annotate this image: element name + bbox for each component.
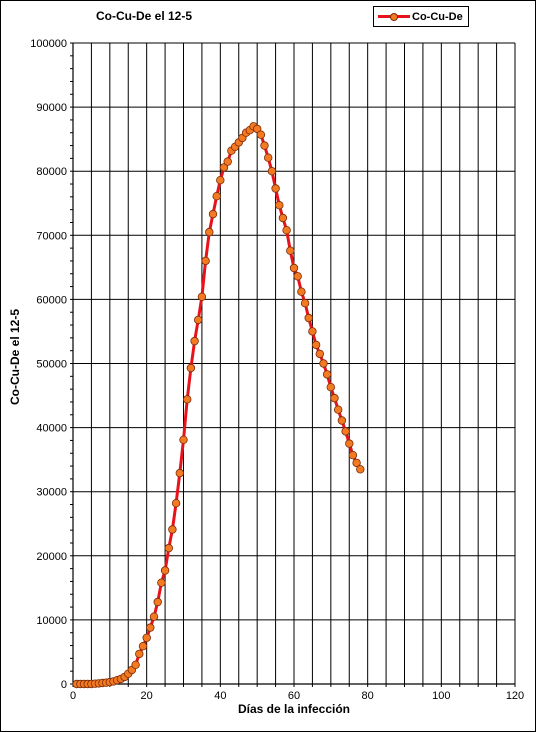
data-point (315, 349, 324, 359)
data-point (271, 184, 280, 193)
data-point (278, 213, 288, 223)
data-point (142, 633, 151, 642)
legend-label-co-cu-de: Co-Cu-De (412, 10, 463, 23)
x-tick-label: 0 (70, 690, 76, 702)
data-point (348, 451, 358, 460)
data-point (341, 427, 350, 436)
axis-ticks: 0 10000 20000 30000 40000 50000 60000 70000 8000… (30, 38, 524, 702)
series-line (76, 124, 362, 686)
data-point (197, 292, 207, 301)
data-point (138, 642, 148, 651)
data-point (267, 166, 277, 176)
data-point (253, 124, 262, 134)
data-point (219, 163, 229, 172)
data-point (256, 130, 266, 139)
data-point (356, 465, 365, 474)
data-point (216, 175, 225, 185)
data-point (352, 458, 361, 468)
data-point (168, 525, 177, 534)
data-point (135, 649, 144, 659)
data-point (131, 660, 140, 669)
data-point (201, 256, 210, 266)
data-point (308, 327, 317, 336)
y-tick-label: 90000 (36, 102, 67, 114)
data-point (179, 435, 188, 444)
data-point (293, 272, 302, 281)
grid (72, 42, 516, 685)
data-point (160, 566, 170, 575)
y-tick-label: 60000 (36, 294, 67, 306)
x-tick-label: 40 (214, 690, 226, 702)
x-tick-label: 60 (288, 690, 300, 702)
data-point (223, 157, 232, 166)
data-point (322, 370, 332, 379)
legend: Co-Cu-De (373, 6, 469, 27)
y-tick-label: 80000 (36, 166, 67, 178)
data-point (212, 191, 221, 201)
y-tick-label: 50000 (36, 359, 67, 371)
data-point (182, 395, 192, 404)
data-point (345, 439, 354, 448)
x-tick-label: 20 (141, 690, 153, 702)
data-point (186, 363, 196, 373)
y-tick-label: 70000 (36, 230, 67, 242)
data-point (146, 623, 155, 632)
data-point (282, 225, 291, 235)
data-point (319, 359, 328, 368)
data-point (149, 612, 159, 621)
data-point (175, 468, 184, 478)
y-tick-label: 30000 (36, 487, 67, 499)
data-point (190, 336, 199, 346)
data-point (171, 499, 181, 508)
axes (70, 42, 516, 687)
data-point (289, 263, 299, 273)
data-point (330, 393, 339, 403)
y-axis-title: Co-Cu-De el 12-5 (8, 308, 22, 406)
x-axis-title: Días de la infección (237, 702, 351, 716)
data-point (334, 405, 343, 414)
data-point (304, 313, 313, 323)
chart-title: Co-Cu-De el 12-5 (96, 9, 193, 23)
x-tick-label: 120 (506, 690, 524, 702)
data-point (205, 227, 214, 237)
data-point (297, 287, 306, 296)
data-point (311, 340, 321, 350)
data-point (157, 578, 166, 587)
data-point (275, 200, 284, 210)
y-tick-label: 100000 (30, 38, 67, 50)
data-point (286, 246, 295, 255)
legend-swatch-co-cu-de (376, 7, 412, 26)
legend-marker (390, 13, 398, 21)
data-point (260, 141, 269, 150)
data-point (153, 597, 162, 607)
data-point (264, 153, 273, 162)
data-point (164, 543, 173, 553)
y-tick-label: 0 (61, 679, 67, 691)
x-tick-label: 80 (362, 690, 374, 702)
y-tick-label: 40000 (36, 423, 67, 435)
data-point (337, 416, 347, 425)
y-tick-label: 10000 (36, 615, 67, 627)
data-point (300, 299, 310, 308)
y-tick-label: 20000 (36, 551, 67, 563)
series-co-cu-de (72, 122, 365, 689)
x-tick-label: 100 (432, 690, 450, 702)
data-point (193, 315, 203, 325)
data-point (208, 209, 218, 219)
data-point (326, 383, 335, 392)
